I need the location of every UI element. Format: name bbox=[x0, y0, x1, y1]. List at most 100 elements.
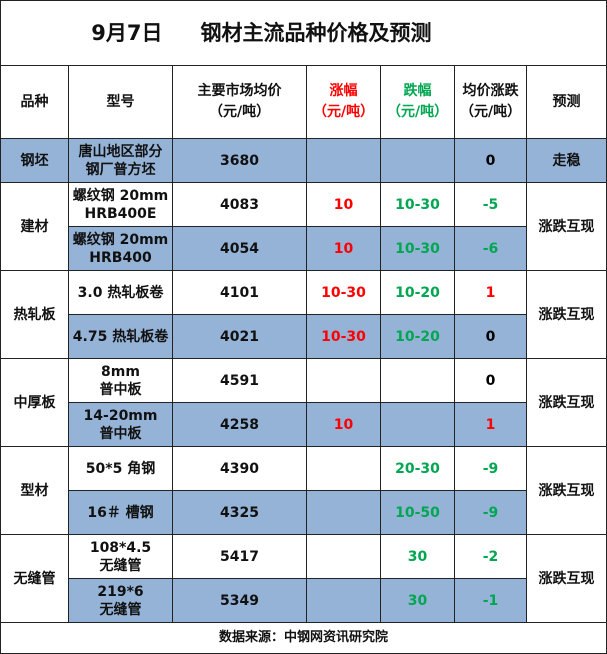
change-cell: -9 bbox=[454, 446, 528, 491]
forecast-cell: 涨跌互现 bbox=[526, 270, 607, 359]
model-cell: 螺纹钢 20mm HRB400 bbox=[67, 226, 174, 271]
change-cell: 0 bbox=[454, 138, 528, 183]
category-cell: 无缝管 bbox=[0, 534, 69, 623]
forecast-cell: 走稳 bbox=[526, 138, 607, 183]
rise-cell bbox=[306, 358, 382, 403]
page-title: 钢材主流品种价格及预测 bbox=[172, 0, 607, 66]
change-cell: -2 bbox=[454, 534, 528, 579]
header-change: 均价涨跌 （元/吨） bbox=[454, 65, 528, 139]
fall-cell: 30 bbox=[380, 534, 456, 579]
change-cell: 1 bbox=[454, 270, 528, 315]
table-row: 中厚板 8mm 普中板 4591 0 涨跌互现 bbox=[0, 358, 607, 447]
forecast-cell: 涨跌互现 bbox=[526, 182, 607, 271]
header-variety: 品种 bbox=[0, 65, 69, 139]
model-cell: 16＃ 槽钢 bbox=[67, 490, 174, 535]
fall-cell: 30 bbox=[380, 578, 456, 623]
table-row: 无缝管 108*4.5 无缝管 5417 30 -2 涨跌互现 bbox=[0, 534, 607, 623]
header-change-line2: （元/吨） bbox=[459, 104, 522, 120]
price-cell: 4390 bbox=[172, 446, 308, 491]
price-cell: 4021 bbox=[172, 314, 308, 359]
header-fall-line1: 跌幅 bbox=[403, 83, 432, 99]
category-cell: 钢坯 bbox=[0, 138, 69, 183]
rise-cell bbox=[306, 446, 382, 491]
header-rise-line1: 涨幅 bbox=[329, 83, 358, 99]
header-model: 型号 bbox=[67, 65, 174, 139]
rise-cell: 10-30 bbox=[306, 314, 382, 359]
category-cell: 型材 bbox=[0, 446, 69, 535]
rise-cell bbox=[306, 534, 382, 579]
category-cell: 热轧板 bbox=[0, 270, 69, 359]
price-cell: 5349 bbox=[172, 578, 308, 623]
model-line1: 螺纹钢 20mm bbox=[72, 231, 169, 248]
price-cell: 3680 bbox=[172, 138, 308, 183]
header-row: 品种 型号 主要市场均价 （元/吨） 涨幅 （元/吨） 跌幅 （元/吨） 均价涨… bbox=[0, 65, 607, 139]
rise-cell: 10-30 bbox=[306, 270, 382, 315]
fall-cell bbox=[380, 402, 456, 447]
rise-cell: 10 bbox=[306, 182, 382, 227]
table-row: 14-20mm 普中板 4258 10 1 bbox=[1, 402, 607, 447]
model-cell: 108*4.5 无缝管 bbox=[67, 534, 174, 579]
change-cell: -6 bbox=[454, 226, 528, 271]
model-line1: 14-20mm bbox=[83, 407, 158, 424]
model-line2: HRB400E bbox=[84, 205, 157, 222]
price-cell: 4101 bbox=[172, 270, 308, 315]
table-row: 建材 螺纹钢 20mm HRB400E 4083 10 10-30 -5 涨跌互… bbox=[0, 182, 607, 271]
model-line1: 108*4.5 bbox=[89, 539, 152, 556]
forecast-cell: 涨跌互现 bbox=[526, 358, 607, 447]
header-rise: 涨幅 （元/吨） bbox=[306, 65, 382, 139]
rise-cell: 10 bbox=[306, 402, 382, 447]
change-cell: 0 bbox=[454, 358, 528, 403]
change-cell: -9 bbox=[454, 490, 528, 535]
data-source: 数据来源：中钢网资讯研究院 bbox=[0, 622, 607, 654]
model-line2: 钢厂普方坯 bbox=[85, 161, 156, 178]
header-avg-price: 主要市场均价 （元/吨） bbox=[172, 65, 308, 139]
model-line2: 普中板 bbox=[99, 381, 142, 398]
rise-cell bbox=[306, 138, 382, 183]
table-row: 16＃ 槽钢 4325 10-50 -9 bbox=[1, 490, 607, 535]
table-row: 4.75 热轧板卷 4021 10-30 10-20 0 bbox=[1, 314, 607, 359]
rise-cell: 10 bbox=[306, 226, 382, 271]
table-row: 型材 50*5 角钢 4390 20-30 -9 涨跌互现 bbox=[0, 446, 607, 535]
table-row: 热轧板 3.0 热轧板卷 4101 10-30 10-20 1 涨跌互现 bbox=[0, 270, 607, 359]
change-cell: 0 bbox=[454, 314, 528, 359]
fall-cell: 10-20 bbox=[380, 270, 456, 315]
fall-cell bbox=[380, 138, 456, 183]
model-line2: 普中板 bbox=[99, 425, 142, 442]
model-cell: 14-20mm 普中板 bbox=[67, 402, 174, 447]
model-cell: 219*6 无缝管 bbox=[67, 578, 174, 623]
fall-cell: 10-50 bbox=[380, 490, 456, 535]
model-line2: 无缝管 bbox=[99, 601, 142, 618]
model-line1: 螺纹钢 20mm bbox=[72, 187, 169, 204]
price-cell: 4054 bbox=[172, 226, 308, 271]
table-row: 钢坯 唐山地区部分 钢厂普方坯 3680 0 走稳 bbox=[0, 138, 607, 183]
price-cell: 4591 bbox=[172, 358, 308, 403]
title-row: 9月7日 钢材主流品种价格及预测 bbox=[0, 0, 607, 66]
price-cell: 4258 bbox=[172, 402, 308, 447]
model-line2: 无缝管 bbox=[99, 557, 142, 574]
footer-row: 数据来源：中钢网资讯研究院 bbox=[0, 622, 607, 654]
price-cell: 5417 bbox=[172, 534, 308, 579]
model-line1: 唐山地区部分 bbox=[78, 143, 163, 160]
model-cell: 50*5 角钢 bbox=[67, 446, 174, 491]
change-cell: 1 bbox=[454, 402, 528, 447]
fall-cell bbox=[380, 358, 456, 403]
change-cell: -1 bbox=[454, 578, 528, 623]
header-change-line1: 均价涨跌 bbox=[462, 83, 519, 99]
title-date: 9月7日 bbox=[0, 0, 173, 66]
price-cell: 4325 bbox=[172, 490, 308, 535]
model-cell: 8mm 普中板 bbox=[67, 358, 174, 403]
fall-cell: 10-20 bbox=[380, 314, 456, 359]
header-fall-line2: （元/吨） bbox=[386, 104, 449, 120]
fall-cell: 20-30 bbox=[380, 446, 456, 491]
forecast-cell: 涨跌互现 bbox=[526, 534, 607, 623]
forecast-cell: 涨跌互现 bbox=[526, 446, 607, 535]
model-line2: HRB400 bbox=[89, 249, 152, 266]
price-cell: 4083 bbox=[172, 182, 308, 227]
fall-cell: 10-30 bbox=[380, 226, 456, 271]
rise-cell bbox=[306, 490, 382, 535]
model-line1: 8mm bbox=[101, 363, 140, 380]
model-cell: 螺纹钢 20mm HRB400E bbox=[67, 182, 174, 227]
category-cell: 中厚板 bbox=[0, 358, 69, 447]
header-avg-price-line1: 主要市场均价 bbox=[197, 83, 282, 99]
